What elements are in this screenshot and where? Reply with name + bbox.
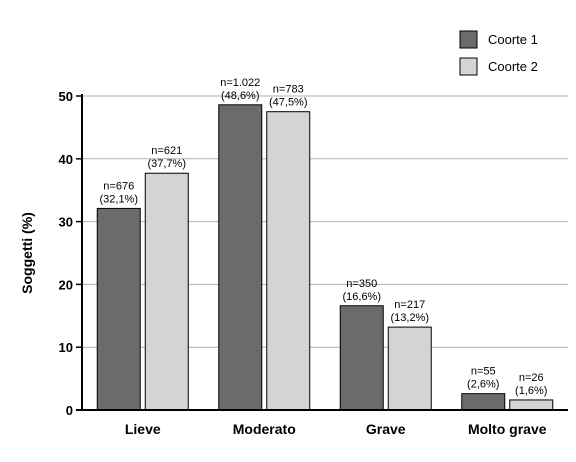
data-label: n=621 (37,7%): [147, 145, 186, 170]
bar-1-4: [461, 393, 506, 411]
data-label: n=217 (13,2%): [390, 299, 429, 324]
bar-1-2: [218, 104, 263, 411]
bars: [96, 104, 554, 411]
data-label-line: n=26: [519, 372, 544, 384]
y-tick-label: 10: [59, 340, 73, 355]
data-label: n=26 (1,6%): [515, 372, 547, 397]
data-label: n=783 (47,5%): [269, 84, 308, 109]
data-label-line: n=350: [346, 278, 377, 290]
y-tick-label: 40: [59, 152, 73, 167]
y-tick-label: 20: [59, 277, 73, 292]
data-labels: n=676 (32,1%)n=621 (37,7%)n=1.022 (48,6%)n=…: [99, 77, 547, 397]
bar-2-1: [144, 172, 189, 411]
data-label-line: n=783: [273, 84, 304, 96]
x-tick-label: Molto grave: [468, 421, 547, 437]
y-tick-label: 30: [59, 215, 73, 230]
legend-swatch-2: [459, 57, 478, 76]
data-label-line: (2,6%): [467, 379, 499, 391]
bar-2-2: [266, 111, 311, 411]
x-tick-label: Moderato: [233, 421, 296, 437]
bar-2-4: [509, 399, 554, 411]
data-label-line: n=1.022: [220, 77, 260, 89]
data-label-line: n=55: [471, 366, 496, 378]
legend-swatch-1: [459, 30, 478, 49]
data-label-line: (48,6%): [221, 90, 260, 102]
data-label-line: (47,5%): [269, 97, 308, 109]
x-tick-label: Lieve: [125, 421, 161, 437]
data-label: n=1.022 (48,6%): [220, 77, 260, 102]
y-tick-label: 0: [66, 403, 73, 418]
bar-2-3: [387, 326, 432, 411]
bar-1-3: [339, 305, 384, 411]
axes: 0 10 20 30 40 50 Lieve Moderato Grave Molto grave: [59, 89, 568, 437]
data-label-line: (1,6%): [515, 385, 547, 397]
data-label-line: (32,1%): [99, 193, 138, 205]
data-label-line: n=621: [151, 145, 182, 157]
bar-1-1: [96, 207, 141, 411]
y-axis-title: Soggetti (%): [19, 212, 35, 294]
data-label-line: (16,6%): [342, 291, 381, 303]
data-label-line: (13,2%): [390, 312, 429, 324]
legend-label-1: Coorte 1: [488, 32, 538, 47]
data-label-line: n=217: [394, 299, 425, 311]
data-label-line: n=676: [103, 180, 134, 192]
x-tick-label: Grave: [366, 421, 406, 437]
legend-label-2: Coorte 2: [488, 59, 538, 74]
data-label: n=55 (2,6%): [467, 366, 499, 391]
data-label: n=676 (32,1%): [99, 180, 138, 205]
data-label: n=350 (16,6%): [342, 278, 381, 303]
y-tick-label: 50: [59, 89, 73, 104]
data-label-line: (37,7%): [147, 158, 186, 170]
legend: Coorte 1 Coorte 2: [459, 30, 538, 76]
